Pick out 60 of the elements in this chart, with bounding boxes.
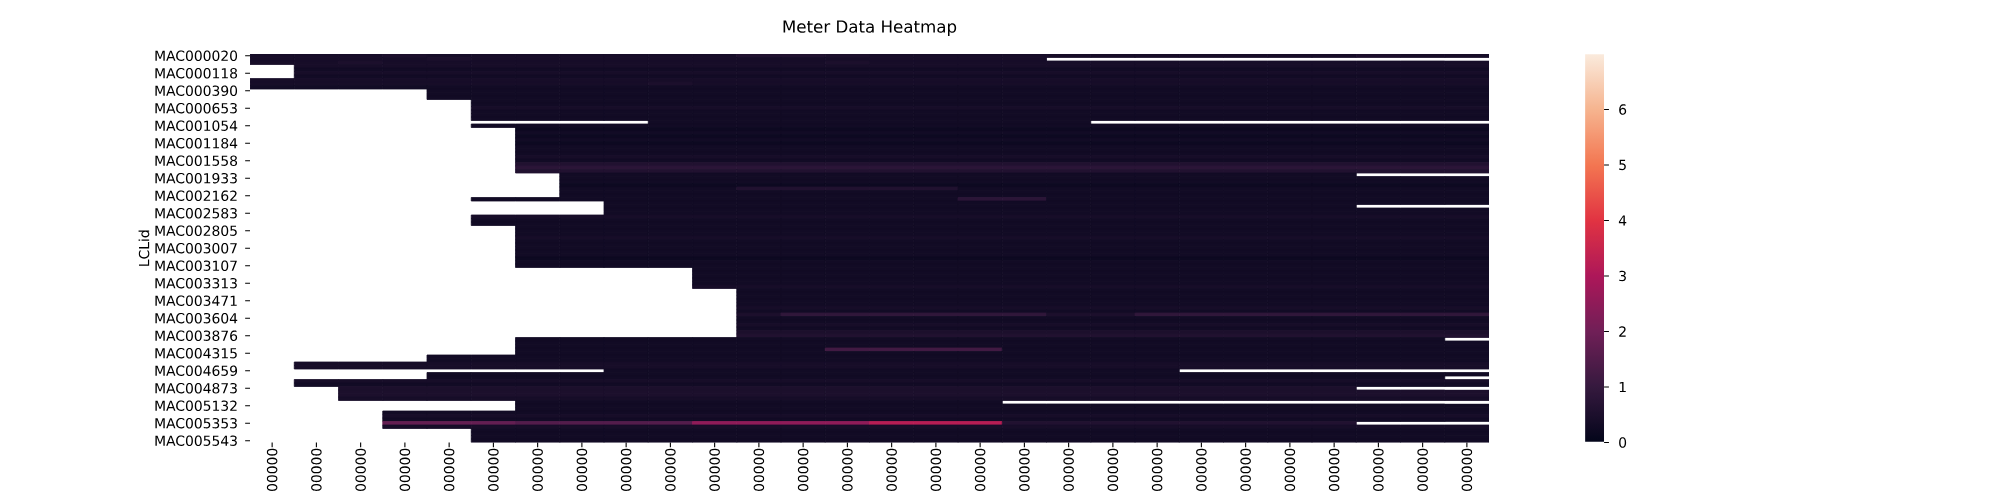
y-tick-label: MAC001933 [155, 172, 237, 184]
y-tick-label: MAC003313 [155, 277, 237, 289]
x-tick-label: 00000 [1461, 448, 1473, 492]
x-tick-label: 00000 [1417, 448, 1428, 492]
x-tick-label: 00000 [974, 448, 986, 492]
x-tick-label: 00000 [1196, 448, 1207, 492]
y-tick-label: MAC003876 [155, 330, 238, 341]
y-tick-label: MAC000653 [155, 102, 237, 114]
y-tick-label: MAC001558 [155, 155, 238, 166]
x-tick-label: 00000 [1284, 448, 1296, 492]
x-tick-label: 00000 [665, 448, 676, 492]
color-bar-label: 1 [1619, 381, 1626, 393]
color-bar-label: 3 [1619, 270, 1626, 282]
x-tick-label: 00000 [1063, 448, 1074, 492]
x-tick-label: 00000 [576, 448, 588, 492]
x-tick-label: 00000 [266, 448, 278, 492]
y-axis-title: LCLid [138, 230, 150, 266]
y-tick-label: MAC001184 [155, 137, 238, 149]
color-bar-label: 5 [1619, 159, 1626, 171]
x-tick-label: 00000 [532, 448, 543, 492]
x-tick-label: 00000 [842, 448, 853, 492]
y-tick-label: MAC003471 [155, 295, 237, 306]
y-tick-label: MAC004873 [155, 382, 237, 394]
x-tick-label: 00000 [930, 448, 942, 492]
x-tick-label: 00000 [311, 448, 322, 492]
color-bar-label: 0 [1619, 437, 1627, 448]
chart-title: Meter Data Heatmap [783, 20, 957, 37]
y-tick-label: MAC003007 [155, 242, 237, 254]
y-tick-label: MAC005543 [155, 435, 237, 446]
x-tick-label: 00000 [1240, 448, 1251, 492]
y-tick-label: MAC000020 [155, 50, 238, 61]
x-tick-label: 00000 [620, 448, 632, 492]
color-bar-label: 6 [1619, 104, 1627, 115]
y-tick-label: MAC002583 [155, 207, 237, 219]
y-tick-label: MAC003604 [155, 312, 238, 324]
x-tick-label: 00000 [753, 448, 765, 492]
x-tick-label: 00000 [399, 448, 411, 492]
color-bar-label: 4 [1618, 215, 1627, 226]
x-tick-label: 00000 [1373, 448, 1384, 492]
x-tick-label: 00000 [797, 448, 809, 492]
y-tick-label: MAC005353 [155, 417, 237, 429]
x-tick-label: 00000 [443, 448, 455, 492]
y-tick-label: MAC004315 [155, 347, 237, 359]
y-tick-label: MAC002805 [155, 225, 237, 236]
y-tick-label: MAC001054 [155, 120, 238, 131]
x-tick-label: 00000 [709, 448, 720, 492]
y-tick-label: MAC002162 [155, 190, 237, 201]
x-tick-label: 00000 [1151, 448, 1163, 492]
x-tick-label: 00000 [1328, 448, 1340, 492]
x-tick-label: 00000 [886, 448, 897, 492]
y-tick-label: MAC000118 [155, 67, 238, 79]
x-tick-label: 00000 [488, 448, 499, 492]
x-tick-label: 00000 [355, 448, 366, 492]
y-tick-label: MAC003107 [155, 260, 237, 271]
x-tick-label: 00000 [1107, 448, 1119, 492]
color-bar-label: 2 [1619, 326, 1626, 337]
x-tick-label: 00000 [1019, 448, 1030, 492]
y-tick-label: MAC005132 [155, 400, 237, 411]
y-tick-label: MAC004659 [155, 365, 238, 376]
y-tick-label: MAC000390 [155, 85, 238, 96]
